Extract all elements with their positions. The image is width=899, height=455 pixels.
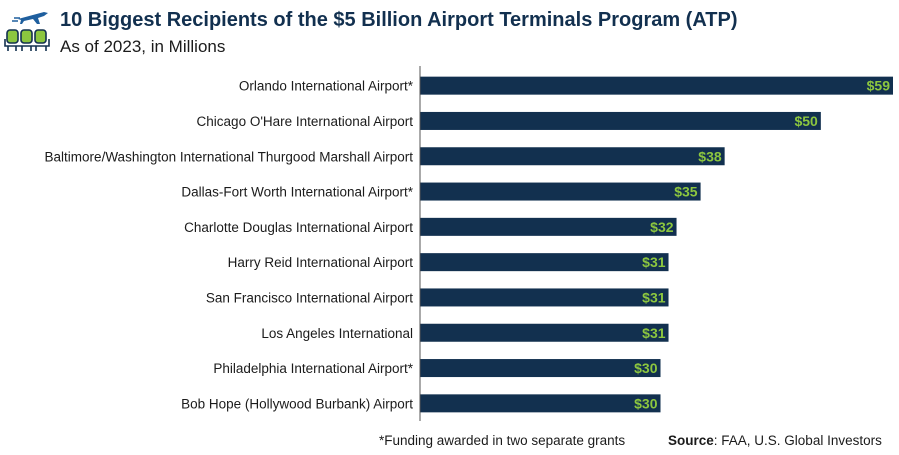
value-label: $30 bbox=[634, 360, 658, 376]
category-label: Dallas-Fort Worth International Airport* bbox=[181, 185, 413, 200]
bar bbox=[420, 288, 669, 307]
value-label: $31 bbox=[642, 325, 666, 341]
value-label: $30 bbox=[634, 395, 658, 411]
category-label: San Francisco International Airport bbox=[206, 290, 413, 305]
category-label: Los Angeles International bbox=[261, 326, 413, 341]
chart-header: 10 Biggest Recipients of the $5 Billion … bbox=[0, 0, 899, 60]
source-label: Source bbox=[668, 433, 714, 448]
category-label: Orlando International Airport* bbox=[239, 79, 414, 94]
value-label: $59 bbox=[867, 78, 891, 94]
bar bbox=[420, 111, 821, 130]
airplane-seats-icon bbox=[4, 12, 50, 51]
category-label: Bob Hope (Hollywood Burbank) Airport bbox=[181, 396, 413, 411]
source-text: : FAA, U.S. Global Investors bbox=[713, 433, 882, 448]
chart-title: 10 Biggest Recipients of the $5 Billion … bbox=[60, 9, 738, 31]
bar bbox=[420, 253, 669, 272]
bar-chart: Orlando International Airport* $59 Chicago… bbox=[45, 66, 893, 421]
source-note: Source: FAA, U.S. Global Investors bbox=[668, 433, 882, 448]
category-label: Charlotte Douglas International Airport bbox=[184, 220, 413, 235]
bar bbox=[420, 359, 661, 378]
category-label: Harry Reid International Airport bbox=[228, 255, 414, 270]
chart-subtitle: As of 2023, in Millions bbox=[60, 37, 226, 56]
bar bbox=[420, 147, 725, 166]
value-label: $38 bbox=[698, 148, 722, 164]
bar bbox=[420, 394, 661, 413]
category-label: Chicago O'Hare International Airport bbox=[197, 114, 414, 129]
value-label: $31 bbox=[642, 289, 666, 305]
bar bbox=[420, 323, 669, 342]
value-label: $50 bbox=[794, 113, 818, 129]
value-label: $32 bbox=[650, 219, 674, 235]
value-label: $31 bbox=[642, 254, 666, 270]
category-label: Baltimore/Washington International Thurg… bbox=[45, 149, 414, 164]
category-label: Philadelphia International Airport* bbox=[213, 361, 413, 376]
value-label: $35 bbox=[674, 184, 698, 200]
bar bbox=[420, 182, 701, 201]
bar bbox=[420, 217, 677, 236]
bar bbox=[420, 76, 893, 95]
footnote: *Funding awarded in two separate grants bbox=[379, 433, 626, 448]
